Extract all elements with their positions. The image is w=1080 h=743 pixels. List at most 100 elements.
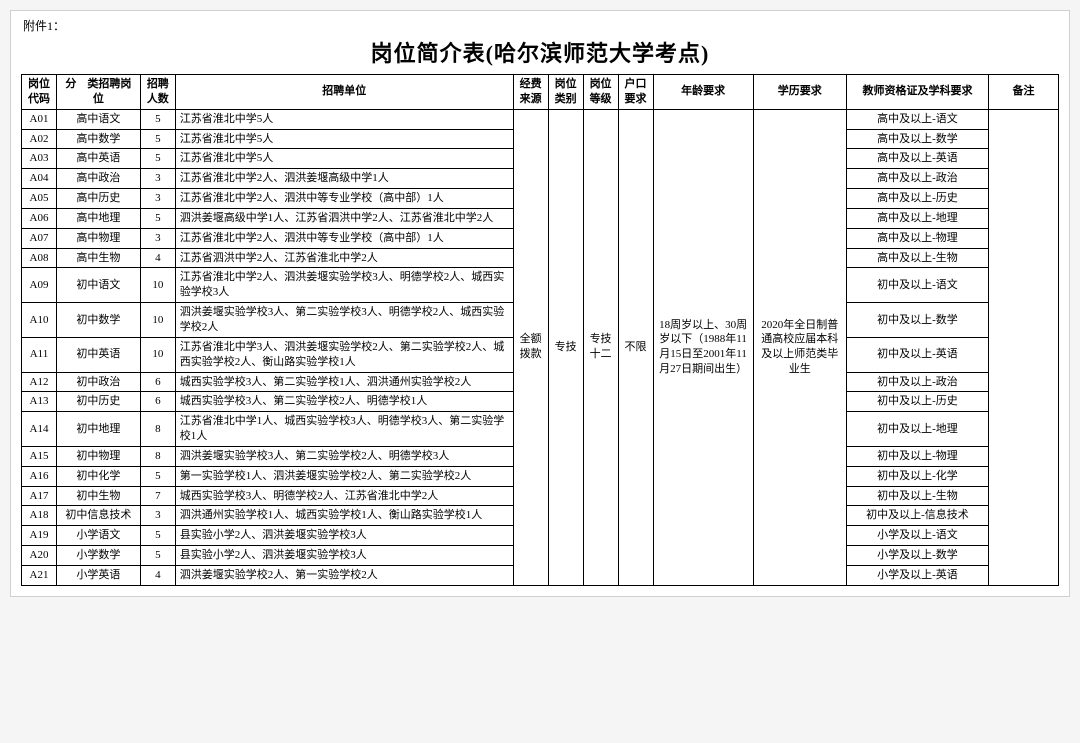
cell-count: 10 <box>140 337 175 372</box>
cell-age: 18周岁以上、30周岁以下（1988年11月15日至2001年11月27日期间出… <box>653 109 753 585</box>
cell-org: 江苏省淮北中学2人、泗洪姜堰实验学校3人、明德学校2人、城西实验学校3人 <box>175 268 513 303</box>
cell-position: 初中语文 <box>56 268 140 303</box>
cell-count: 8 <box>140 412 175 447</box>
th-hukou: 户口要求 <box>618 75 653 110</box>
cell-position: 小学英语 <box>56 565 140 585</box>
cell-code: A02 <box>22 129 57 149</box>
th-org: 招聘单位 <box>175 75 513 110</box>
document-sheet: 附件1： 岗位简介表(哈尔滨师范大学考点) 岗位代码 分 类招聘岗位 招聘人数 … <box>10 10 1070 597</box>
cell-count: 5 <box>140 546 175 566</box>
page-title: 岗位简介表(哈尔滨师范大学考点) <box>21 36 1059 68</box>
cell-code: A14 <box>22 412 57 447</box>
cell-code: A10 <box>22 303 57 338</box>
cell-org: 县实验小学2人、泗洪姜堰实验学校3人 <box>175 526 513 546</box>
th-grade: 岗位等级 <box>583 75 618 110</box>
cell-cert: 初中及以上-化学 <box>846 466 988 486</box>
cell-count: 3 <box>140 228 175 248</box>
cell-code: A03 <box>22 149 57 169</box>
cell-code: A05 <box>22 189 57 209</box>
cell-cert: 初中及以上-英语 <box>846 337 988 372</box>
cell-code: A19 <box>22 526 57 546</box>
cell-count: 4 <box>140 565 175 585</box>
cell-position: 初中信息技术 <box>56 506 140 526</box>
cell-position: 高中英语 <box>56 149 140 169</box>
cell-cert: 高中及以上-语文 <box>846 109 988 129</box>
cell-code: A09 <box>22 268 57 303</box>
cell-cert: 小学及以上-语文 <box>846 526 988 546</box>
cell-org: 第一实验学校1人、泗洪姜堰实验学校2人、第二实验学校2人 <box>175 466 513 486</box>
th-education: 学历要求 <box>753 75 846 110</box>
cell-position: 高中物理 <box>56 228 140 248</box>
th-age: 年龄要求 <box>653 75 753 110</box>
cell-cert: 初中及以上-生物 <box>846 486 988 506</box>
cell-cert: 高中及以上-政治 <box>846 169 988 189</box>
cell-cert: 小学及以上-英语 <box>846 565 988 585</box>
cell-position: 初中历史 <box>56 392 140 412</box>
cell-code: A18 <box>22 506 57 526</box>
cell-org: 城西实验学校3人、第二实验学校1人、泗洪通州实验学校2人 <box>175 372 513 392</box>
cell-count: 10 <box>140 303 175 338</box>
cell-position: 小学数学 <box>56 546 140 566</box>
th-code: 岗位代码 <box>22 75 57 110</box>
cell-position: 高中政治 <box>56 169 140 189</box>
th-category: 岗位类别 <box>548 75 583 110</box>
cell-count: 7 <box>140 486 175 506</box>
cell-code: A21 <box>22 565 57 585</box>
cell-position: 初中生物 <box>56 486 140 506</box>
cell-note <box>989 109 1059 585</box>
cell-cert: 高中及以上-地理 <box>846 208 988 228</box>
cell-position: 高中数学 <box>56 129 140 149</box>
table-header-row: 岗位代码 分 类招聘岗位 招聘人数 招聘单位 经费来源 岗位类别 岗位等级 户口… <box>22 75 1059 110</box>
th-note: 备注 <box>989 75 1059 110</box>
cell-cert: 小学及以上-数学 <box>846 546 988 566</box>
cell-cert: 初中及以上-物理 <box>846 446 988 466</box>
cell-cert: 高中及以上-物理 <box>846 228 988 248</box>
cell-position: 小学语文 <box>56 526 140 546</box>
cell-count: 8 <box>140 446 175 466</box>
cell-position: 高中生物 <box>56 248 140 268</box>
cell-cert: 高中及以上-英语 <box>846 149 988 169</box>
cell-count: 5 <box>140 149 175 169</box>
cell-org: 江苏省淮北中学2人、泗洪中等专业学校（高中部）1人 <box>175 189 513 209</box>
attachment-label: 附件1： <box>21 17 1059 34</box>
cell-code: A13 <box>22 392 57 412</box>
cell-position: 高中历史 <box>56 189 140 209</box>
cell-position: 初中政治 <box>56 372 140 392</box>
cell-position: 初中数学 <box>56 303 140 338</box>
cell-count: 3 <box>140 189 175 209</box>
cell-count: 6 <box>140 372 175 392</box>
cell-cert: 初中及以上-信息技术 <box>846 506 988 526</box>
cell-position: 初中地理 <box>56 412 140 447</box>
cell-code: A04 <box>22 169 57 189</box>
cell-cert: 初中及以上-语文 <box>846 268 988 303</box>
cell-code: A17 <box>22 486 57 506</box>
cell-position: 初中化学 <box>56 466 140 486</box>
cell-code: A11 <box>22 337 57 372</box>
cell-count: 6 <box>140 392 175 412</box>
cell-org: 江苏省淮北中学5人 <box>175 109 513 129</box>
cell-code: A06 <box>22 208 57 228</box>
cell-count: 5 <box>140 466 175 486</box>
cell-org: 县实验小学2人、泗洪姜堰实验学校3人 <box>175 546 513 566</box>
cell-position: 高中语文 <box>56 109 140 129</box>
cell-position: 高中地理 <box>56 208 140 228</box>
cell-hukou: 不限 <box>618 109 653 585</box>
cell-count: 4 <box>140 248 175 268</box>
cell-category: 专技 <box>548 109 583 585</box>
cell-code: A08 <box>22 248 57 268</box>
cell-org: 江苏省淮北中学3人、泗洪姜堰实验学校2人、第二实验学校2人、城西实验学校2人、衡… <box>175 337 513 372</box>
th-cert: 教师资格证及学科要求 <box>846 75 988 110</box>
cell-org: 城西实验学校3人、第二实验学校2人、明德学校1人 <box>175 392 513 412</box>
cell-count: 5 <box>140 129 175 149</box>
cell-position: 初中英语 <box>56 337 140 372</box>
cell-org: 江苏省淮北中学1人、城西实验学校3人、明德学校3人、第二实验学校1人 <box>175 412 513 447</box>
cell-org: 泗洪姜堰实验学校3人、第二实验学校3人、明德学校2人、城西实验学校2人 <box>175 303 513 338</box>
cell-code: A12 <box>22 372 57 392</box>
th-position: 分 类招聘岗位 <box>56 75 140 110</box>
th-count: 招聘人数 <box>140 75 175 110</box>
job-table: 岗位代码 分 类招聘岗位 招聘人数 招聘单位 经费来源 岗位类别 岗位等级 户口… <box>21 74 1059 586</box>
cell-count: 5 <box>140 526 175 546</box>
cell-org: 泗洪姜堰高级中学1人、江苏省泗洪中学2人、江苏省淮北中学2人 <box>175 208 513 228</box>
cell-cert: 初中及以上-数学 <box>846 303 988 338</box>
cell-count: 3 <box>140 506 175 526</box>
